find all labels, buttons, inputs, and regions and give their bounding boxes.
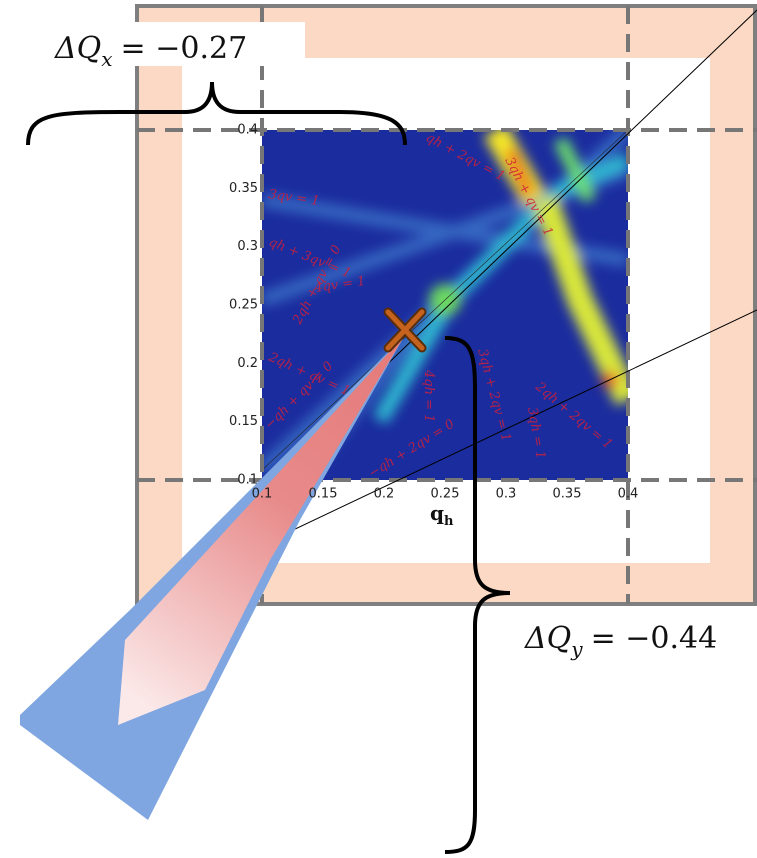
x-tick-label: 0.15 (309, 487, 338, 502)
subscript: y (570, 637, 583, 661)
value: = −0.44 (591, 621, 718, 656)
delta-qx: ΔQx = −0.27 (54, 31, 247, 71)
delta-qy: ΔQy = −0.44 (524, 621, 717, 661)
value: = −0.27 (121, 31, 248, 66)
subscript: h (444, 514, 454, 529)
y-tick-label: 0.2 (237, 356, 258, 371)
symbol: ΔQ (524, 621, 571, 656)
subscript: x (101, 47, 112, 71)
figure: ΔQx= −0.27 ΔQy= −0.44 qh 0.10.150.20.250… (0, 0, 757, 858)
x-tick-label: 0.25 (431, 487, 460, 502)
y-tick-label: 0.4 (237, 123, 258, 138)
symbol: q (430, 501, 444, 525)
y-tick-label: 0.3 (237, 239, 258, 254)
symbol: ΔQ (54, 31, 101, 66)
x-tick-label: 0.2 (374, 487, 395, 502)
resonance-label: 4qh = 1 (421, 369, 436, 422)
y-tick-label: 0.35 (229, 181, 258, 196)
x-tick-label: 0.35 (553, 487, 582, 502)
y-tick-label: 0.15 (229, 414, 258, 429)
x-tick-label: 0.1 (252, 487, 273, 502)
x-tick-label: 0.4 (618, 487, 639, 502)
y-tick-label: 0.1 (237, 473, 258, 488)
y-tick-label: 0.25 (229, 298, 258, 313)
x-tick-label: 0.3 (496, 487, 517, 502)
